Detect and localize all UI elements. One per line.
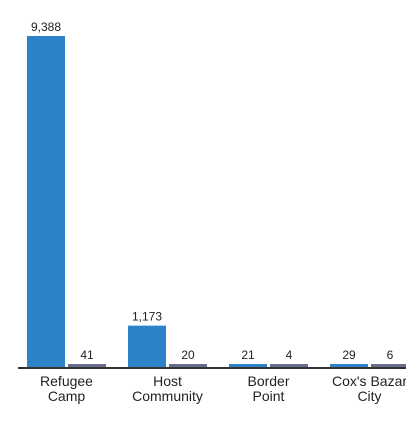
bar-primary-3 xyxy=(330,364,368,367)
value-label-primary-3: 29 xyxy=(342,348,356,362)
value-labels-layer: 9,388 41 1,173 20 21 4 29 6 xyxy=(31,20,394,362)
bar-primary-1 xyxy=(128,325,166,367)
category-label-2: Border Point xyxy=(247,373,289,404)
category-label-3: Cox's Bazar City xyxy=(332,373,406,404)
value-label-secondary-2: 4 xyxy=(286,348,293,362)
bar-secondary-2 xyxy=(270,364,308,367)
bar-secondary-0 xyxy=(68,364,106,367)
bar-secondary-3 xyxy=(371,364,406,367)
category-labels-layer: Refugee Camp Host Community Border Point Cox's… xyxy=(40,373,406,404)
bar-primary-0 xyxy=(27,36,65,367)
value-label-secondary-1: 20 xyxy=(181,348,195,362)
value-label-secondary-0: 41 xyxy=(80,348,94,362)
category-label-0: Refugee Camp xyxy=(40,373,93,404)
bar-secondary-1 xyxy=(169,364,207,367)
category-label-1: Host Community xyxy=(132,373,203,404)
bars-layer xyxy=(27,36,406,367)
value-label-primary-1: 1,173 xyxy=(132,310,162,324)
value-label-primary-0: 9,388 xyxy=(31,20,61,34)
value-label-primary-2: 21 xyxy=(241,348,255,362)
value-label-secondary-3: 6 xyxy=(387,348,394,362)
bar-primary-2 xyxy=(229,364,267,367)
